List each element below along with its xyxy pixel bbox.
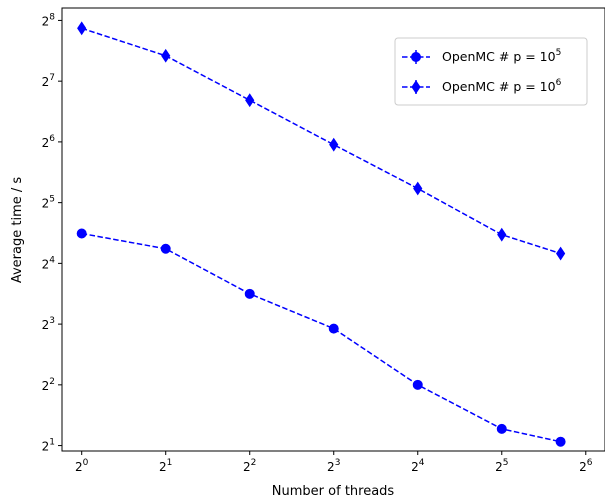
data-point: [328, 323, 339, 334]
data-point: [555, 436, 566, 447]
legend-label: OpenMC # p = 106: [442, 78, 562, 94]
x-tick-label: 20: [75, 458, 89, 474]
y-axis: 21 22 23 24 25 26 27 28: [42, 12, 62, 454]
x-tick-label: 24: [411, 458, 425, 474]
data-point: [556, 246, 566, 261]
data-point: [244, 288, 255, 299]
data-point: [245, 93, 255, 108]
legend-label: OpenMC # p = 105: [442, 48, 561, 64]
data-point: [160, 243, 171, 254]
y-tick-label: 26: [42, 134, 56, 150]
legend-item-2: OpenMC # p = 106: [402, 78, 562, 94]
legend-items: OpenMC # p = 105 OpenMC # p = 106: [402, 48, 562, 94]
x-tick-label: 22: [243, 458, 256, 474]
data-point: [412, 379, 423, 390]
y-tick-label: 27: [42, 73, 55, 89]
series-2: [77, 21, 566, 261]
series-1: [76, 228, 566, 447]
x-tick-label: 23: [327, 458, 340, 474]
x-tick-label: 21: [159, 458, 172, 474]
data-point: [77, 21, 87, 36]
series-layer: [76, 21, 566, 447]
y-tick-label: 25: [42, 195, 55, 211]
y-tick-label: 28: [42, 12, 56, 28]
y-tick-label: 22: [42, 377, 55, 393]
x-axis: 20 21 22 23 24 25 26: [75, 451, 593, 474]
data-point: [161, 48, 171, 63]
y-axis-label: Average time / s: [10, 177, 25, 284]
y-tick-label: 24: [42, 255, 56, 271]
legend-frame: [394, 37, 588, 106]
data-point: [413, 181, 423, 196]
data-point: [76, 228, 87, 239]
y-tick-label: 23: [42, 316, 55, 332]
data-point: [496, 423, 507, 434]
data-point: [497, 227, 507, 242]
y-tick-label: 21: [42, 438, 55, 454]
x-axis-label: Number of threads: [272, 484, 395, 499]
legend: OpenMC # p = 105 OpenMC # p = 106: [394, 37, 588, 106]
x-tick-label: 25: [495, 458, 508, 474]
legend-item-1: OpenMC # p = 105: [402, 48, 561, 64]
data-point: [329, 137, 339, 152]
x-tick-label: 26: [579, 458, 593, 474]
